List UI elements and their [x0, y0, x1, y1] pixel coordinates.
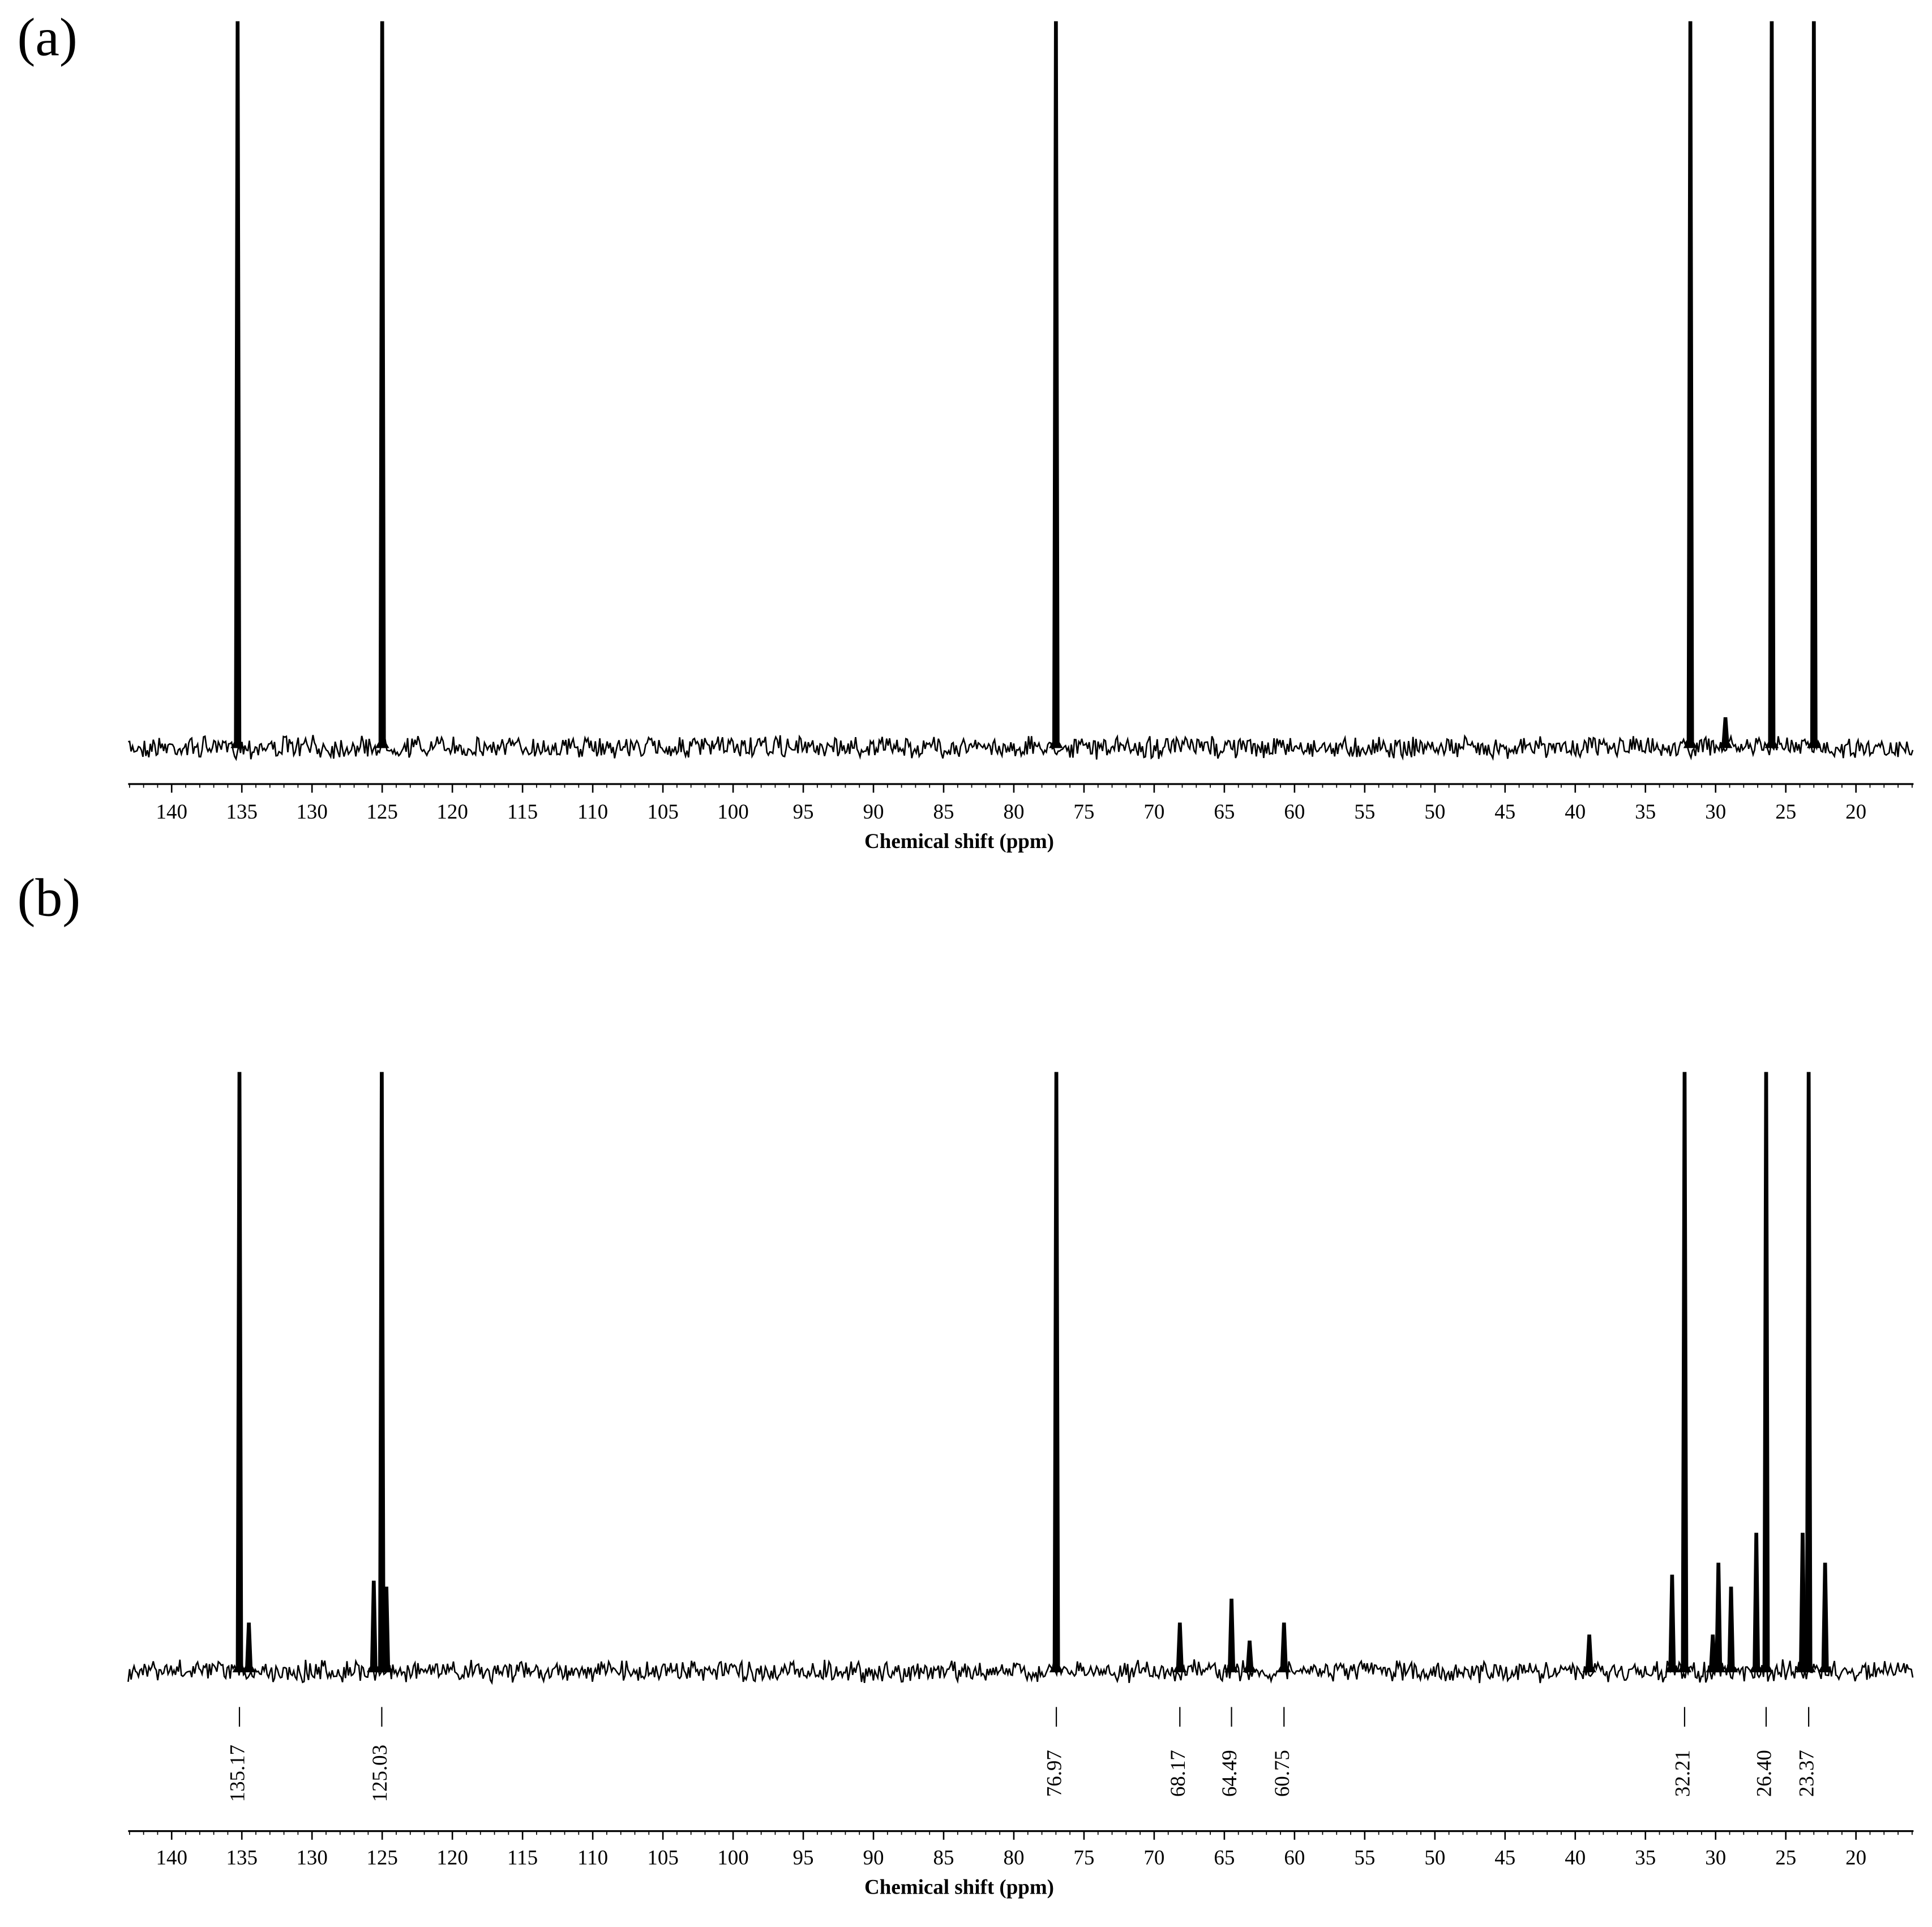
x-tick-label: 85 — [933, 800, 954, 823]
x-tick-label: 125 — [366, 1845, 397, 1869]
x-tick-label: 40 — [1565, 1845, 1586, 1869]
x-tick-label: 30 — [1705, 800, 1726, 823]
x-tick-label: 100 — [717, 1845, 748, 1869]
peak — [230, 21, 245, 748]
peak — [366, 1581, 381, 1673]
peak — [1224, 1598, 1239, 1673]
peak — [1582, 1634, 1596, 1673]
x-tick-label: 25 — [1775, 1845, 1796, 1869]
peak — [1665, 1574, 1680, 1673]
x-tick-label: 120 — [436, 1845, 468, 1869]
peak-label: 23.37 — [1795, 1750, 1818, 1797]
peak — [379, 1586, 393, 1673]
x-tick-label: 135 — [226, 1845, 257, 1869]
x-tick-label: 90 — [863, 800, 884, 823]
x-tick-label: 100 — [717, 800, 748, 823]
peak — [1718, 717, 1733, 748]
peak — [1724, 1586, 1738, 1673]
x-tick-label: 20 — [1845, 1845, 1866, 1869]
x-tick-label: 110 — [577, 800, 608, 823]
peak — [1276, 1622, 1291, 1673]
x-tick-label: 115 — [507, 800, 538, 823]
x-tick-label: 35 — [1635, 800, 1656, 823]
peak — [1818, 1562, 1832, 1673]
x-tick-label: 110 — [577, 1845, 608, 1869]
x-tick-label: 70 — [1143, 1845, 1164, 1869]
peak-label: 32.21 — [1670, 1750, 1694, 1797]
peak — [1759, 1072, 1774, 1673]
peak-label: 125.03 — [368, 1745, 391, 1802]
x-tick-label: 65 — [1214, 1845, 1235, 1869]
x-tick-label: 140 — [156, 800, 187, 823]
x-tick-label: 85 — [933, 1845, 954, 1869]
x-tick-label: 115 — [507, 1845, 538, 1869]
x-tick-label: 130 — [296, 800, 327, 823]
peak — [1049, 1072, 1064, 1673]
baseline-noise — [127, 1658, 1914, 1685]
peak — [1049, 21, 1063, 748]
x-tick-label: 70 — [1143, 800, 1164, 823]
x-tick-label: 105 — [647, 1845, 678, 1869]
x-tick-label: 75 — [1073, 1845, 1094, 1869]
x-tick-label: 35 — [1635, 1845, 1656, 1869]
x-tick-label: 55 — [1354, 800, 1375, 823]
x-tick-label: 20 — [1845, 800, 1866, 823]
peak — [1677, 1072, 1692, 1673]
peak — [1764, 21, 1779, 748]
x-tick-label: 30 — [1705, 1845, 1726, 1869]
peak — [242, 1622, 256, 1673]
peak — [1243, 1640, 1257, 1673]
x-tick-label: 95 — [793, 1845, 814, 1869]
peak-label: 68.17 — [1166, 1750, 1189, 1797]
x-tick-label: 65 — [1214, 800, 1235, 823]
peak-label: 64.49 — [1218, 1750, 1241, 1797]
panel-title: (b) — [17, 867, 80, 927]
x-tick-label: 135 — [226, 800, 257, 823]
x-tick-label: 45 — [1494, 1845, 1515, 1869]
x-tick-label: 125 — [366, 800, 397, 823]
x-tick-label: 105 — [647, 800, 678, 823]
x-tick-label: 40 — [1565, 800, 1586, 823]
panel-title: (a) — [17, 7, 77, 67]
x-tick-label: 140 — [156, 1845, 187, 1869]
x-tick-label: 130 — [296, 1845, 327, 1869]
x-tick-label: 60 — [1284, 800, 1305, 823]
x-tick-label: 80 — [1003, 800, 1024, 823]
x-tick-label: 60 — [1284, 1845, 1305, 1869]
peak — [375, 21, 389, 748]
peak — [1172, 1622, 1187, 1673]
peak — [1806, 21, 1821, 748]
peak-label: 26.40 — [1752, 1750, 1775, 1797]
x-tick-label: 50 — [1424, 800, 1445, 823]
peak — [1749, 1532, 1763, 1673]
baseline-noise — [128, 734, 1914, 761]
x-tick-label: 75 — [1073, 800, 1094, 823]
peak-label: 60.75 — [1270, 1750, 1293, 1797]
x-tick-label: 55 — [1354, 1845, 1375, 1869]
x-axis-label: Chemical shift (ppm) — [864, 829, 1054, 853]
peak-label: 76.97 — [1043, 1750, 1066, 1797]
peak — [1683, 21, 1698, 748]
peak — [1711, 1562, 1726, 1673]
x-axis-label: Chemical shift (ppm) — [864, 1875, 1054, 1899]
x-tick-label: 90 — [863, 1845, 884, 1869]
peak — [375, 1072, 389, 1673]
x-tick-label: 120 — [436, 800, 468, 823]
x-tick-label: 50 — [1424, 1845, 1445, 1869]
peak — [1801, 1072, 1816, 1673]
peak-label: 135.17 — [225, 1745, 249, 1802]
x-tick-label: 80 — [1003, 1845, 1024, 1869]
x-tick-label: 25 — [1775, 800, 1796, 823]
x-tick-label: 45 — [1494, 800, 1515, 823]
x-tick-label: 95 — [793, 800, 814, 823]
peak — [232, 1072, 247, 1673]
